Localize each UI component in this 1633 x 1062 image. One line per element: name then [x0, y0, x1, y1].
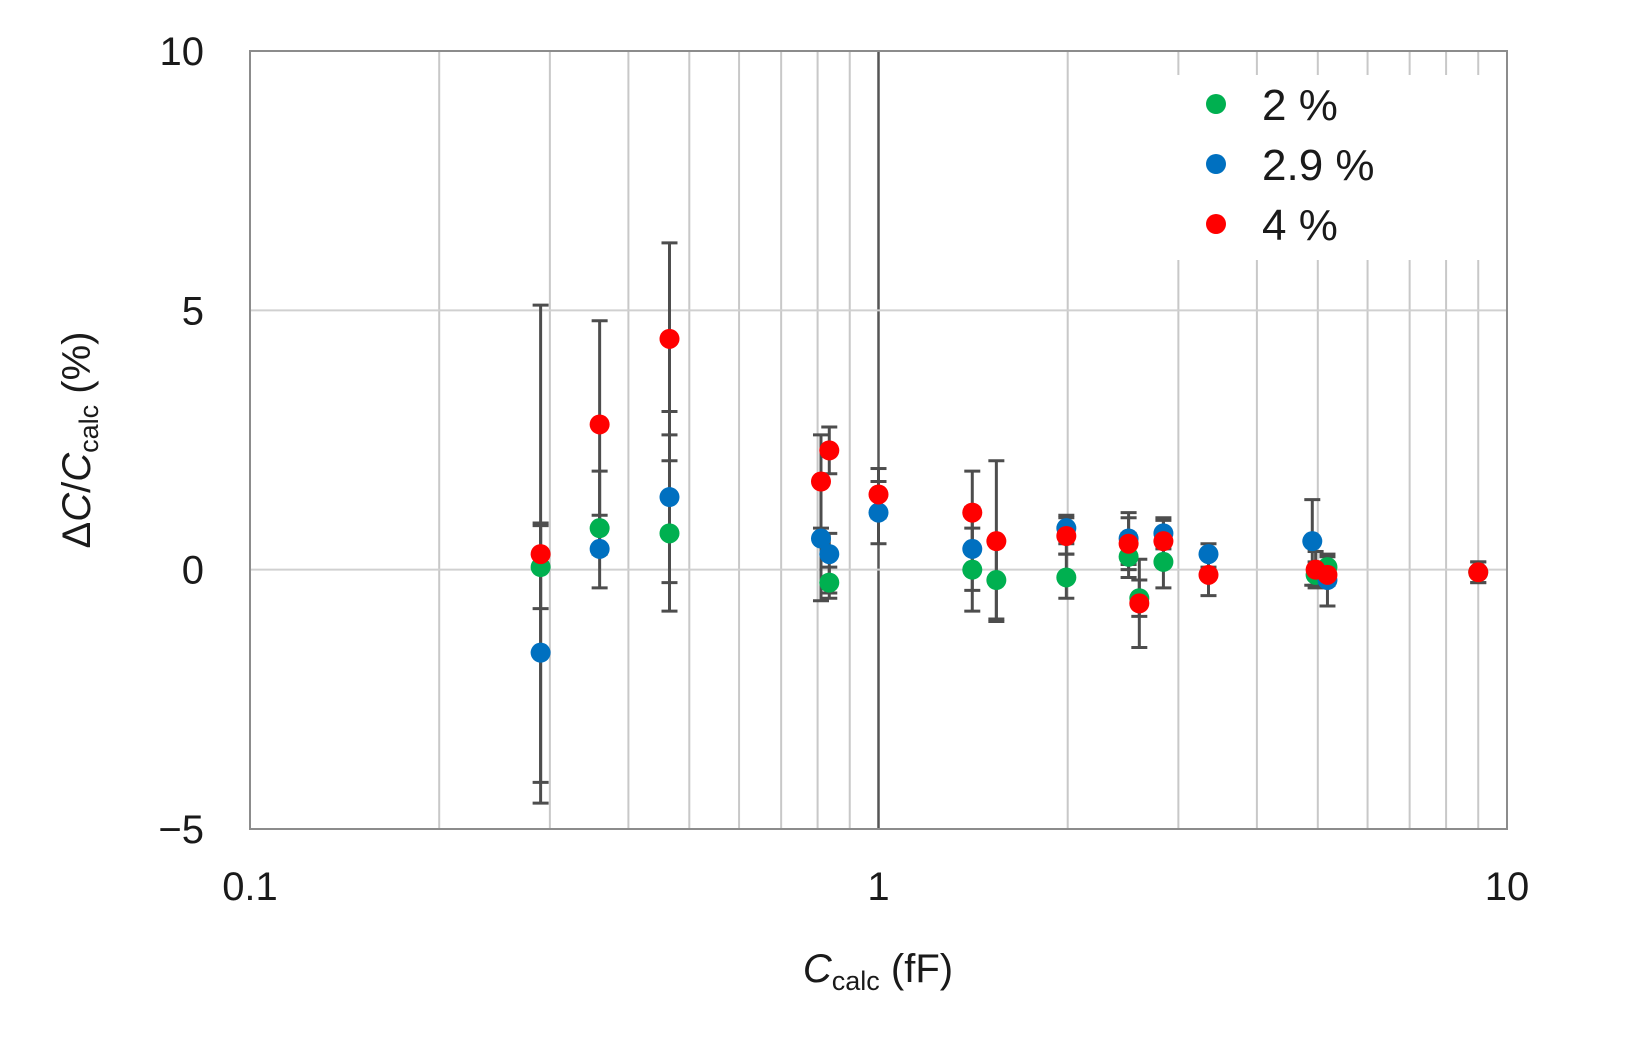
x-tick-label: 1: [867, 865, 889, 909]
y-axis-title: ΔC/Ccalc (%): [55, 332, 104, 549]
point-series-1: [986, 570, 1007, 591]
legend: 2 % 2.9 % 4 %: [1126, 75, 1494, 260]
legend-marker: [1206, 154, 1226, 174]
x-tick-label: 10: [1485, 865, 1530, 909]
plot-frame: [249, 50, 1508, 830]
point-series-3: [1056, 525, 1077, 546]
x-tick-label: 0.1: [222, 865, 278, 909]
point-series-3: [530, 544, 551, 565]
point-series-2: [589, 538, 610, 559]
legend-box: [1126, 75, 1494, 260]
legend-label: 2 %: [1262, 81, 1338, 130]
point-series-2: [659, 487, 680, 508]
point-series-3: [962, 502, 983, 523]
point-series-3: [1198, 564, 1219, 585]
point-series-3: [659, 328, 680, 349]
y-tick-label: 0: [182, 549, 204, 593]
point-series-1: [962, 559, 983, 580]
legend-marker: [1206, 94, 1226, 114]
point-series-3: [810, 471, 831, 492]
point-series-1: [1056, 567, 1077, 588]
point-series-3: [868, 484, 889, 505]
y-tick-label: −5: [158, 808, 204, 852]
legend-label: 4 %: [1262, 201, 1338, 250]
point-series-1: [1153, 551, 1174, 572]
point-series-2: [819, 544, 840, 565]
legend-label: 2.9 %: [1262, 141, 1375, 190]
y-tick-label: 10: [160, 30, 205, 74]
point-series-3: [1118, 533, 1139, 554]
point-series-2: [1198, 544, 1219, 565]
point-series-2: [868, 502, 889, 523]
point-series-3: [819, 440, 840, 461]
x-axis-title: Ccalc (fF): [803, 947, 953, 996]
point-series-3: [1153, 531, 1174, 552]
point-series-3: [589, 414, 610, 435]
point-series-2: [962, 538, 983, 559]
point-series-3: [1468, 562, 1489, 583]
point-series-3: [1317, 564, 1338, 585]
data-points: [530, 328, 1489, 663]
point-series-1: [659, 523, 680, 544]
point-series-2: [810, 528, 831, 549]
point-series-3: [986, 531, 1007, 552]
error-bars: [532, 241, 1487, 805]
point-series-1: [819, 572, 840, 593]
point-series-1: [589, 518, 610, 539]
point-series-2: [530, 642, 551, 663]
tick-labels: 0.1 1 10 −5 0 5 10: [158, 30, 1529, 909]
point-series-2: [1302, 531, 1323, 552]
legend-marker: [1206, 214, 1226, 234]
point-series-3: [1129, 593, 1150, 614]
y-tick-label: 5: [182, 289, 204, 333]
